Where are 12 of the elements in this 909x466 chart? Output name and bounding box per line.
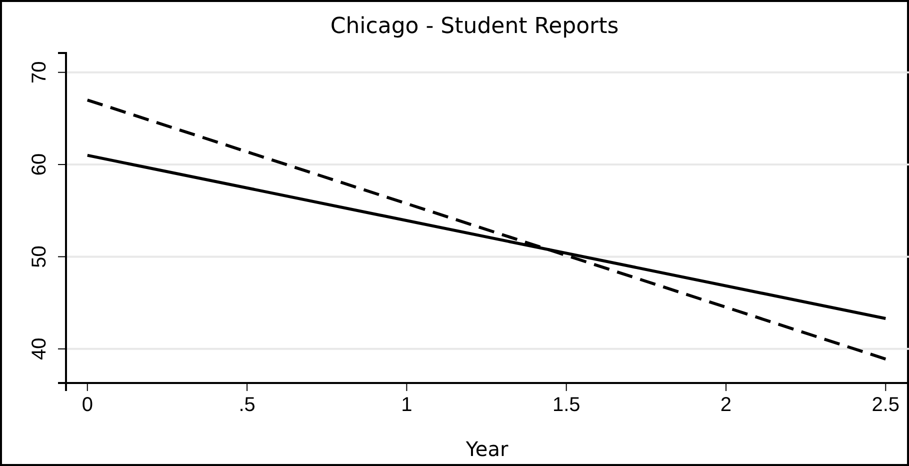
x-tick-label: 1	[401, 394, 412, 416]
x-tick-label: 2.5	[872, 394, 900, 416]
x-tick-label: .5	[238, 394, 256, 416]
x-axis-title: Year	[464, 437, 509, 461]
y-tick-label: 50	[28, 246, 50, 268]
x-tick-label: 2	[720, 394, 732, 416]
y-tick-label: 40	[28, 338, 50, 360]
y-tick-label: 70	[28, 61, 50, 84]
y-tick-label: 60	[28, 153, 50, 176]
x-tick-label: 0	[82, 394, 93, 416]
chart-title: Chicago - Student Reports	[330, 14, 619, 39]
x-tick-label: 1.5	[552, 394, 580, 416]
